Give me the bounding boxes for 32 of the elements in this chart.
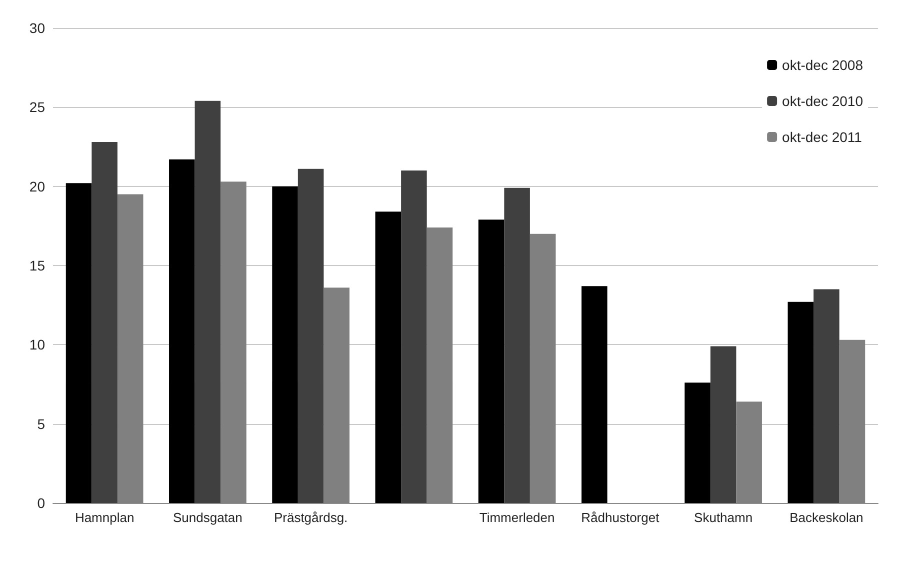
bar — [478, 220, 504, 503]
x-tick-label: Skuthamn — [694, 510, 753, 525]
bar — [504, 188, 530, 503]
legend-label: okt-dec 2010 — [782, 93, 864, 109]
x-tick-label: Timmerleden — [479, 510, 555, 525]
x-tick-label: Rådhustorget — [581, 510, 660, 525]
x-tick-label: Sundsgatan — [172, 510, 242, 525]
x-tick-label: Backeskolan — [790, 510, 864, 525]
x-tick-label: Hamnplan — [74, 510, 134, 525]
bar — [710, 346, 736, 503]
y-tick-label: 30 — [29, 20, 46, 36]
bar — [401, 170, 427, 503]
y-tick-label: 0 — [37, 495, 46, 511]
bar — [272, 186, 298, 503]
bar — [194, 100, 221, 503]
bar — [684, 382, 710, 503]
bar — [788, 302, 814, 503]
y-tick-label: 5 — [37, 416, 46, 432]
legend-label: okt-dec 2011 — [782, 129, 862, 145]
y-tick-label: 10 — [29, 336, 46, 353]
x-tick-label: Prästgårdsg. — [274, 510, 348, 525]
y-tick-label: 20 — [29, 178, 46, 194]
bar — [814, 289, 840, 503]
bar — [582, 286, 608, 503]
legend-label: okt-dec 2008 — [782, 57, 864, 73]
bar — [92, 142, 118, 503]
bar — [375, 212, 402, 503]
bar — [66, 183, 92, 503]
bar — [169, 159, 195, 503]
y-tick-label: 15 — [29, 258, 46, 274]
bar — [298, 168, 324, 503]
y-tick-label: 25 — [29, 99, 46, 116]
